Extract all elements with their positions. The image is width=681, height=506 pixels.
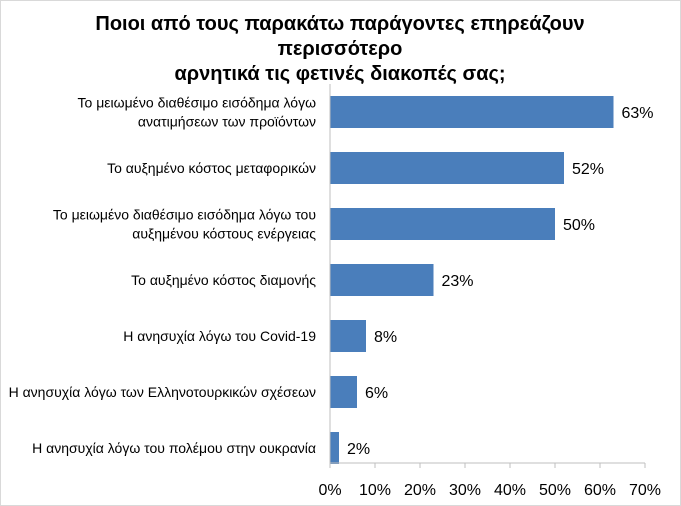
chart-title-line-2: αρνητικά τις φετινές διακοπές σας; — [174, 63, 506, 85]
category-label-5-line-1: Η ανησυχία λόγω του Covid-19 — [123, 328, 316, 344]
x-tick-label-30: 30% — [449, 482, 481, 499]
data-label-2: 52% — [572, 161, 604, 178]
category-label-4-line-1: Το αυξημένο κόστος διαμονής — [131, 272, 316, 288]
x-tick-label-60: 60% — [584, 482, 616, 499]
category-label-1-line-1: Το μειωμένο διαθέσιμο εισόδημα λόγω — [78, 95, 317, 111]
x-tick-label-50: 50% — [539, 482, 571, 499]
bar-4 — [330, 264, 434, 296]
category-label-6: Η ανησυχία λόγω των Ελληνοτουρκικών σχέσ… — [9, 384, 316, 400]
data-label-4: 23% — [442, 273, 474, 290]
category-labels-layer: Το μειωμένο διαθέσιμο εισόδημα λόγω ανατι… — [9, 95, 317, 457]
bar-2 — [330, 152, 564, 184]
category-label-1-line-2: ανατιμήσεων των προϊόντων — [138, 114, 316, 130]
data-label-3: 50% — [563, 217, 595, 234]
category-label-7-line-1: Η ανησυχία λόγω του πολέμου στην ουκρανί… — [32, 440, 316, 456]
x-axis: 0% 10% 20% 30% 40% 50% 60% 70% — [318, 84, 661, 499]
bar-3 — [330, 208, 555, 240]
category-label-2-line-1: Το αυξημένο κόστος μεταφορικών — [107, 160, 316, 176]
category-label-1: Το μειωμένο διαθέσιμο εισόδημα λόγω ανατι… — [78, 95, 317, 130]
data-labels-layer: 63% 52% 50% 23% 8% 6% 2% — [347, 105, 654, 458]
bar-1 — [330, 96, 614, 128]
x-tick-label-40: 40% — [494, 482, 526, 499]
x-tick-label-70: 70% — [629, 482, 661, 499]
category-label-6-line-1: Η ανησυχία λόγω των Ελληνοτουρκικών σχέσ… — [9, 384, 316, 400]
category-label-3-line-1: Το μειωμένο διαθέσιμο εισόδημα λόγω του — [53, 207, 316, 223]
chart-title: Ποιοι από τους παρακάτω παράγοντες επηρε… — [40, 12, 640, 87]
x-tick-label-0: 0% — [318, 482, 341, 499]
category-label-7: Η ανησυχία λόγω του πολέμου στην ουκρανί… — [32, 440, 316, 456]
category-label-3: Το μειωμένο διαθέσιμο εισόδημα λόγω του α… — [53, 207, 316, 242]
category-label-5: Η ανησυχία λόγω του Covid-19 — [123, 328, 316, 344]
x-tick-label-20: 20% — [404, 482, 436, 499]
bars-layer — [330, 96, 614, 464]
bar-7 — [330, 432, 339, 464]
category-label-3-line-2: αυξημένου κόστους ενέργειας — [132, 226, 316, 242]
bar-5 — [330, 320, 366, 352]
x-tick-label-10: 10% — [359, 482, 391, 499]
data-label-6: 6% — [365, 385, 388, 402]
data-label-7: 2% — [347, 441, 370, 458]
data-label-1: 63% — [622, 105, 654, 122]
data-label-5: 8% — [374, 329, 397, 346]
bar-6 — [330, 376, 357, 408]
category-label-2: Το αυξημένο κόστος μεταφορικών — [107, 160, 316, 176]
category-label-4: Το αυξημένο κόστος διαμονής — [131, 272, 316, 288]
chart-title-line-1: Ποιοι από τους παρακάτω παράγοντες επηρε… — [95, 13, 585, 60]
